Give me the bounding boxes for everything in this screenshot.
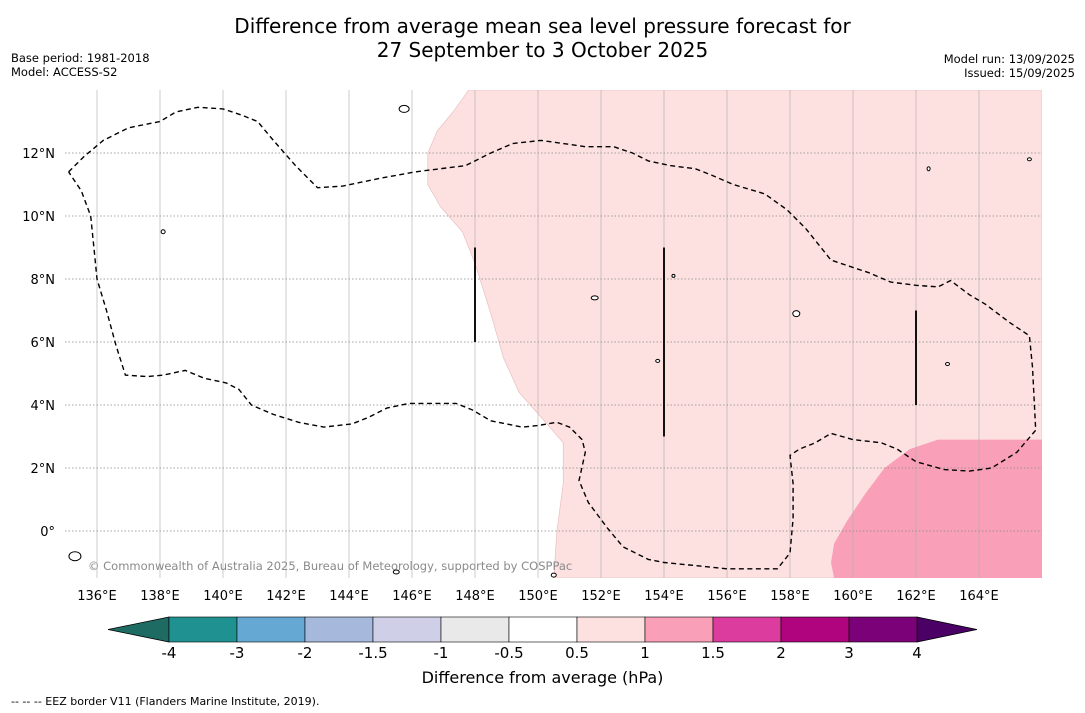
lon-tick-label: 162°E [896, 589, 936, 604]
lon-tick-label: 144°E [329, 589, 369, 604]
colorbar-tick-label: -3 [230, 644, 245, 662]
colorbar-tick-label: -1.5 [358, 644, 387, 662]
colorbar-tick-label: -1 [434, 644, 449, 662]
lat-tick-label: 2°N [31, 462, 56, 477]
island [1026, 157, 1032, 162]
island [160, 229, 166, 235]
lon-tick-label: 164°E [959, 589, 999, 604]
anomaly-region-0.5-1 [427, 90, 1042, 578]
colorbar-segment [780, 616, 850, 643]
colorbar-tick-label: 3 [844, 644, 854, 662]
colorbar-tick-label: 4 [912, 644, 922, 662]
colorbar-label: Difference from average (hPa) [421, 668, 664, 687]
colorbar-segment [576, 616, 646, 643]
colorbar-extend-high [916, 616, 978, 643]
plot-area: © Commonwealth of Australia 2025, Bureau… [65, 90, 1042, 578]
colorbar-segment [236, 616, 306, 643]
island [590, 295, 599, 301]
colorbar-tick-label: 0.5 [565, 644, 589, 662]
copyright-text: © Commonwealth of Australia 2025, Bureau… [88, 559, 572, 573]
island [945, 362, 950, 367]
colorbar-segment [848, 616, 918, 643]
lon-tick-label: 142°E [266, 589, 306, 604]
lon-tick-label: 154°E [644, 589, 684, 604]
island [792, 310, 801, 318]
lon-tick-label: 156°E [707, 589, 747, 604]
colorbar-segment [440, 616, 510, 643]
colorbar-tick-label: 1.5 [701, 644, 725, 662]
island [926, 166, 931, 172]
lat-tick-label: 4°N [31, 399, 56, 414]
lat-tick-label: 6°N [31, 336, 56, 351]
title-line-2: 27 September to 3 October 2025 [376, 38, 709, 62]
island [671, 273, 676, 278]
map-title: Difference from average mean sea level p… [0, 14, 1085, 62]
lon-tick-label: 138°E [140, 589, 180, 604]
lon-tick-label: 150°E [518, 589, 558, 604]
lat-tick-label: 10°N [22, 210, 55, 225]
colorbar: -4 -3 -2 -1.5 -1 -0.5 0.5 1 1.5 2 3 4 [107, 616, 978, 662]
lon-tick-label: 146°E [392, 589, 432, 604]
colorbar-segment [304, 616, 374, 643]
colorbar-tick-label: -4 [162, 644, 177, 662]
colorbar-tick-label: -2 [298, 644, 313, 662]
lat-tick-label: 8°N [31, 273, 56, 288]
colorbar-segment [712, 616, 782, 643]
lon-tick-label: 136°E [77, 589, 117, 604]
meta-right: Model run: 13/09/2025 Issued: 15/09/2025 [944, 52, 1075, 80]
colorbar-extend-low [107, 616, 170, 643]
base-period-text: Base period: 1981-2018 [11, 51, 150, 65]
meta-left: Base period: 1981-2018 Model: ACCESS-S2 [11, 51, 150, 79]
lon-tick-label: 140°E [203, 589, 243, 604]
map-layer: © Commonwealth of Australia 2025, Bureau… [22, 90, 1042, 604]
model-run-text: Model run: 13/09/2025 [943, 52, 1075, 66]
colorbar-segment [168, 616, 238, 643]
colorbar-segment [644, 616, 714, 643]
colorbar-tick-label: -0.5 [494, 644, 523, 662]
colorbar-segment [508, 616, 578, 643]
colorbar-segment [372, 616, 442, 643]
lon-tick-label: 158°E [770, 589, 810, 604]
eez-border [68, 106, 1037, 570]
island [68, 551, 82, 562]
lon-tick-label: 160°E [833, 589, 873, 604]
lat-tick-label: 0° [40, 525, 55, 540]
island [550, 572, 557, 578]
eez-footnote: -- -- -- EEZ border V11 (Flanders Marine… [11, 695, 320, 708]
island [655, 358, 661, 363]
colorbar-tick-label: 1 [640, 644, 650, 662]
lon-tick-label: 148°E [455, 589, 495, 604]
issued-text: Issued: 15/09/2025 [964, 66, 1075, 80]
title-line-1: Difference from average mean sea level p… [234, 14, 851, 38]
colorbar-tick-label: 2 [776, 644, 786, 662]
island [398, 104, 410, 113]
model-text: Model: ACCESS-S2 [11, 65, 118, 79]
lat-tick-label: 12°N [22, 147, 55, 162]
island [392, 569, 400, 575]
lon-tick-label: 152°E [581, 589, 621, 604]
anomaly-region-1-1.5 [831, 439, 1042, 578]
